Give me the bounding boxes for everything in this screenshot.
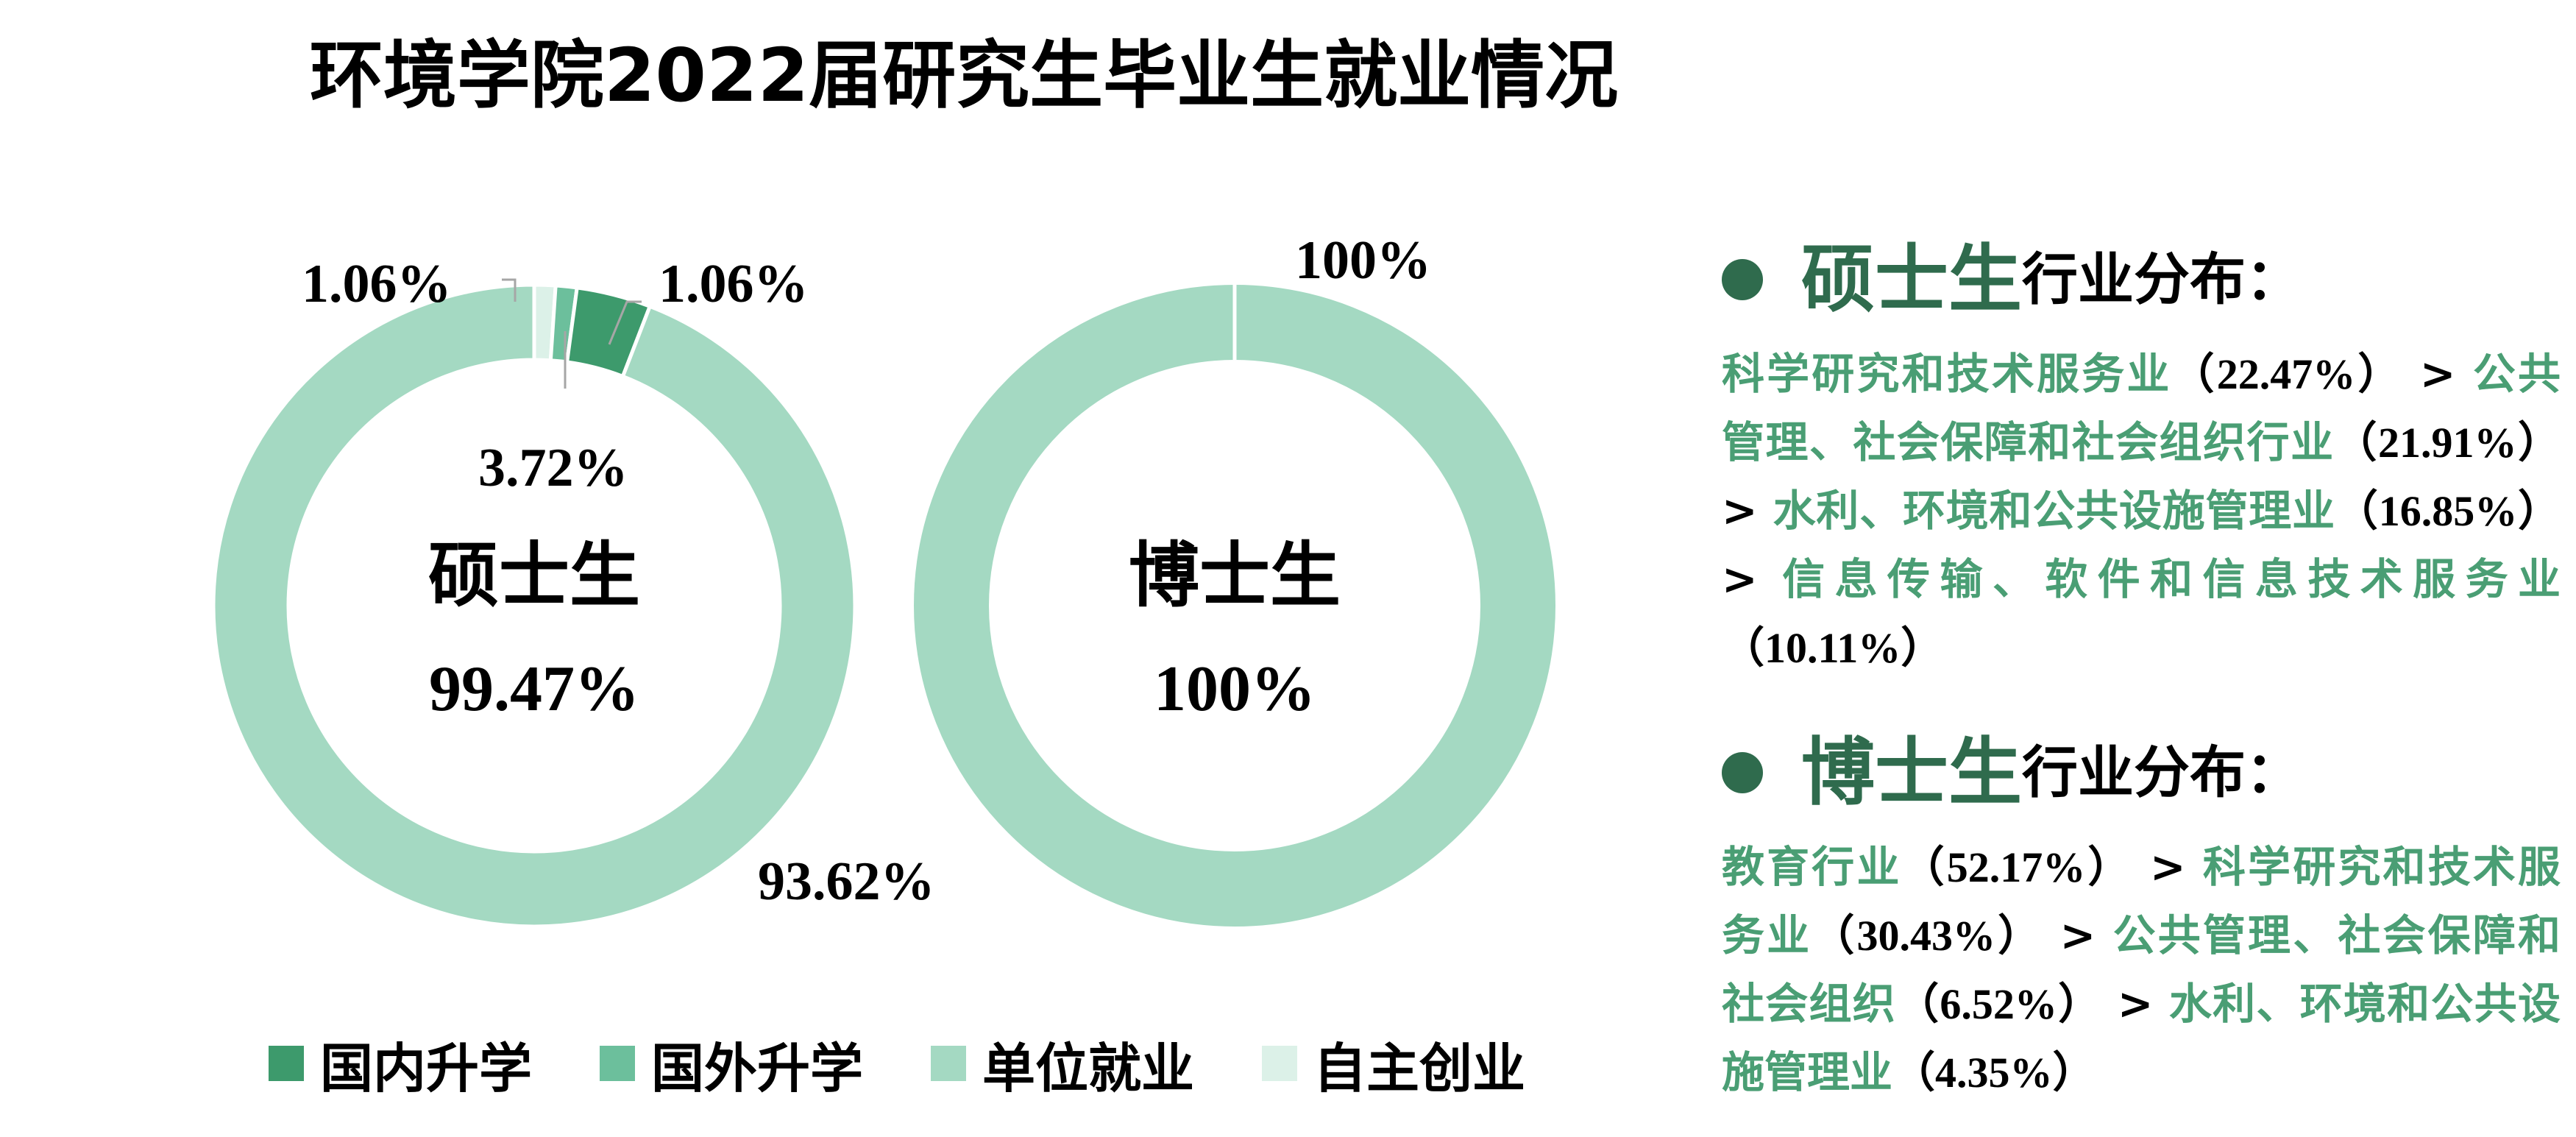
- industry-pct: （6.52%）: [1896, 980, 2102, 1028]
- label-employment: 93.62%: [758, 851, 935, 912]
- separator: >: [2402, 349, 2473, 399]
- masters-center-title: 硕士生: [428, 534, 640, 617]
- legend-item-domestic: 国内升学: [269, 1025, 532, 1102]
- industry-name: 水利、环境和公共设施管理业: [1722, 979, 2561, 1097]
- separator: >: [1722, 554, 1783, 604]
- industry-pct: （16.85%）: [2335, 487, 2561, 535]
- industry-pct: （10.11%）: [1722, 624, 1944, 672]
- heading-suffix: 行业分布：: [2022, 247, 2302, 312]
- legend-label: 国外升学: [651, 1037, 864, 1099]
- industry-name: 教育行业: [1722, 842, 1902, 892]
- legend-swatch: [269, 1046, 304, 1081]
- heading-main: 博士生: [1801, 729, 2022, 815]
- slice-labels: 1.06% 1.06% 3.72% 93.62% 100%: [302, 230, 1431, 912]
- phd-industry-heading: 博士生 行业分布：: [1722, 729, 2561, 817]
- masters-industry-heading: 硕士生 行业分布：: [1722, 235, 2561, 324]
- heading-suffix: 行业分布：: [2022, 740, 2302, 805]
- heading-main: 硕士生: [1801, 236, 2022, 322]
- legend-item-employment: 单位就业: [931, 1025, 1194, 1102]
- legend-swatch: [931, 1046, 967, 1081]
- bullet-icon: [1722, 752, 1763, 793]
- industry-name: 公共管理、社会保障和社会组织: [1722, 910, 2561, 1029]
- label-self-employment: 1.06%: [659, 254, 809, 314]
- industry-pct: （21.91%）: [2334, 419, 2561, 467]
- phd-industry-list: 教育行业（52.17%） > 科学研究和技术服务业（30.43%） > 公共管理…: [1722, 833, 2561, 1107]
- slice-employment: [211, 283, 857, 929]
- industry-name: 公共管理、社会保障和社会组织行业: [1722, 349, 2561, 467]
- masters-center-value: 99.47%: [429, 653, 639, 725]
- industry-name: 水利、环境和公共设施管理业: [1773, 486, 2335, 536]
- masters-donut: [211, 283, 857, 929]
- legend-swatch: [1262, 1046, 1298, 1081]
- industry-name: 科学研究和技术服务业: [1722, 842, 2561, 960]
- phd-center-title: 博士生: [1129, 534, 1341, 617]
- industry-pct: （52.17%）: [1901, 843, 2133, 891]
- separator: >: [2043, 910, 2113, 960]
- separator: >: [1722, 486, 1773, 536]
- leader-line-overseas: [502, 278, 517, 302]
- phd-donut: [914, 285, 1555, 927]
- legend-label: 单位就业: [982, 1037, 1195, 1099]
- legend: 国内升学 国外升学 单位就业 自主创业: [269, 1023, 1593, 1104]
- label-phd-employment: 100%: [1295, 230, 1431, 291]
- industry-pct: （30.43%）: [1812, 912, 2043, 960]
- chart-title: 环境学院2022届研究生毕业生就业情况: [309, 32, 1619, 118]
- industry-pct: （22.47%）: [2171, 350, 2403, 398]
- phd-center-value: 100%: [1154, 653, 1316, 725]
- separator: >: [2132, 842, 2203, 892]
- phd-industry-panel: 博士生 行业分布： 教育行业（52.17%） > 科学研究和技术服务业（30.43…: [1722, 729, 2561, 1107]
- legend-label: 自主创业: [1313, 1037, 1526, 1099]
- masters-industry-panel: 硕士生 行业分布： 科学研究和技术服务业（22.47%） > 公共管理、社会保障和…: [1722, 235, 2561, 682]
- label-overseas-study: 1.06%: [302, 254, 452, 314]
- leader-line-self-employment: [608, 300, 642, 345]
- industry-name: 信息传输、软件和信息技术服务业: [1782, 554, 2561, 604]
- separator: >: [2101, 979, 2169, 1029]
- industry-name: 科学研究和技术服务业: [1722, 349, 2172, 399]
- legend-label: 国内升学: [320, 1037, 533, 1099]
- legend-item-self-employment: 自主创业: [1262, 1025, 1525, 1102]
- industry-pct: （4.35%）: [1892, 1049, 2096, 1097]
- legend-swatch: [600, 1046, 636, 1081]
- donut-charts: 1.06% 1.06% 3.72% 93.62% 100% 硕士生 99.47% 博士生…: [211, 230, 1555, 929]
- legend-item-overseas: 国外升学: [600, 1025, 863, 1102]
- label-domestic-study: 3.72%: [478, 438, 628, 498]
- masters-industry-list: 科学研究和技术服务业（22.47%） > 公共管理、社会保障和社会组织行业（21…: [1722, 340, 2561, 682]
- bullet-icon: [1722, 259, 1763, 300]
